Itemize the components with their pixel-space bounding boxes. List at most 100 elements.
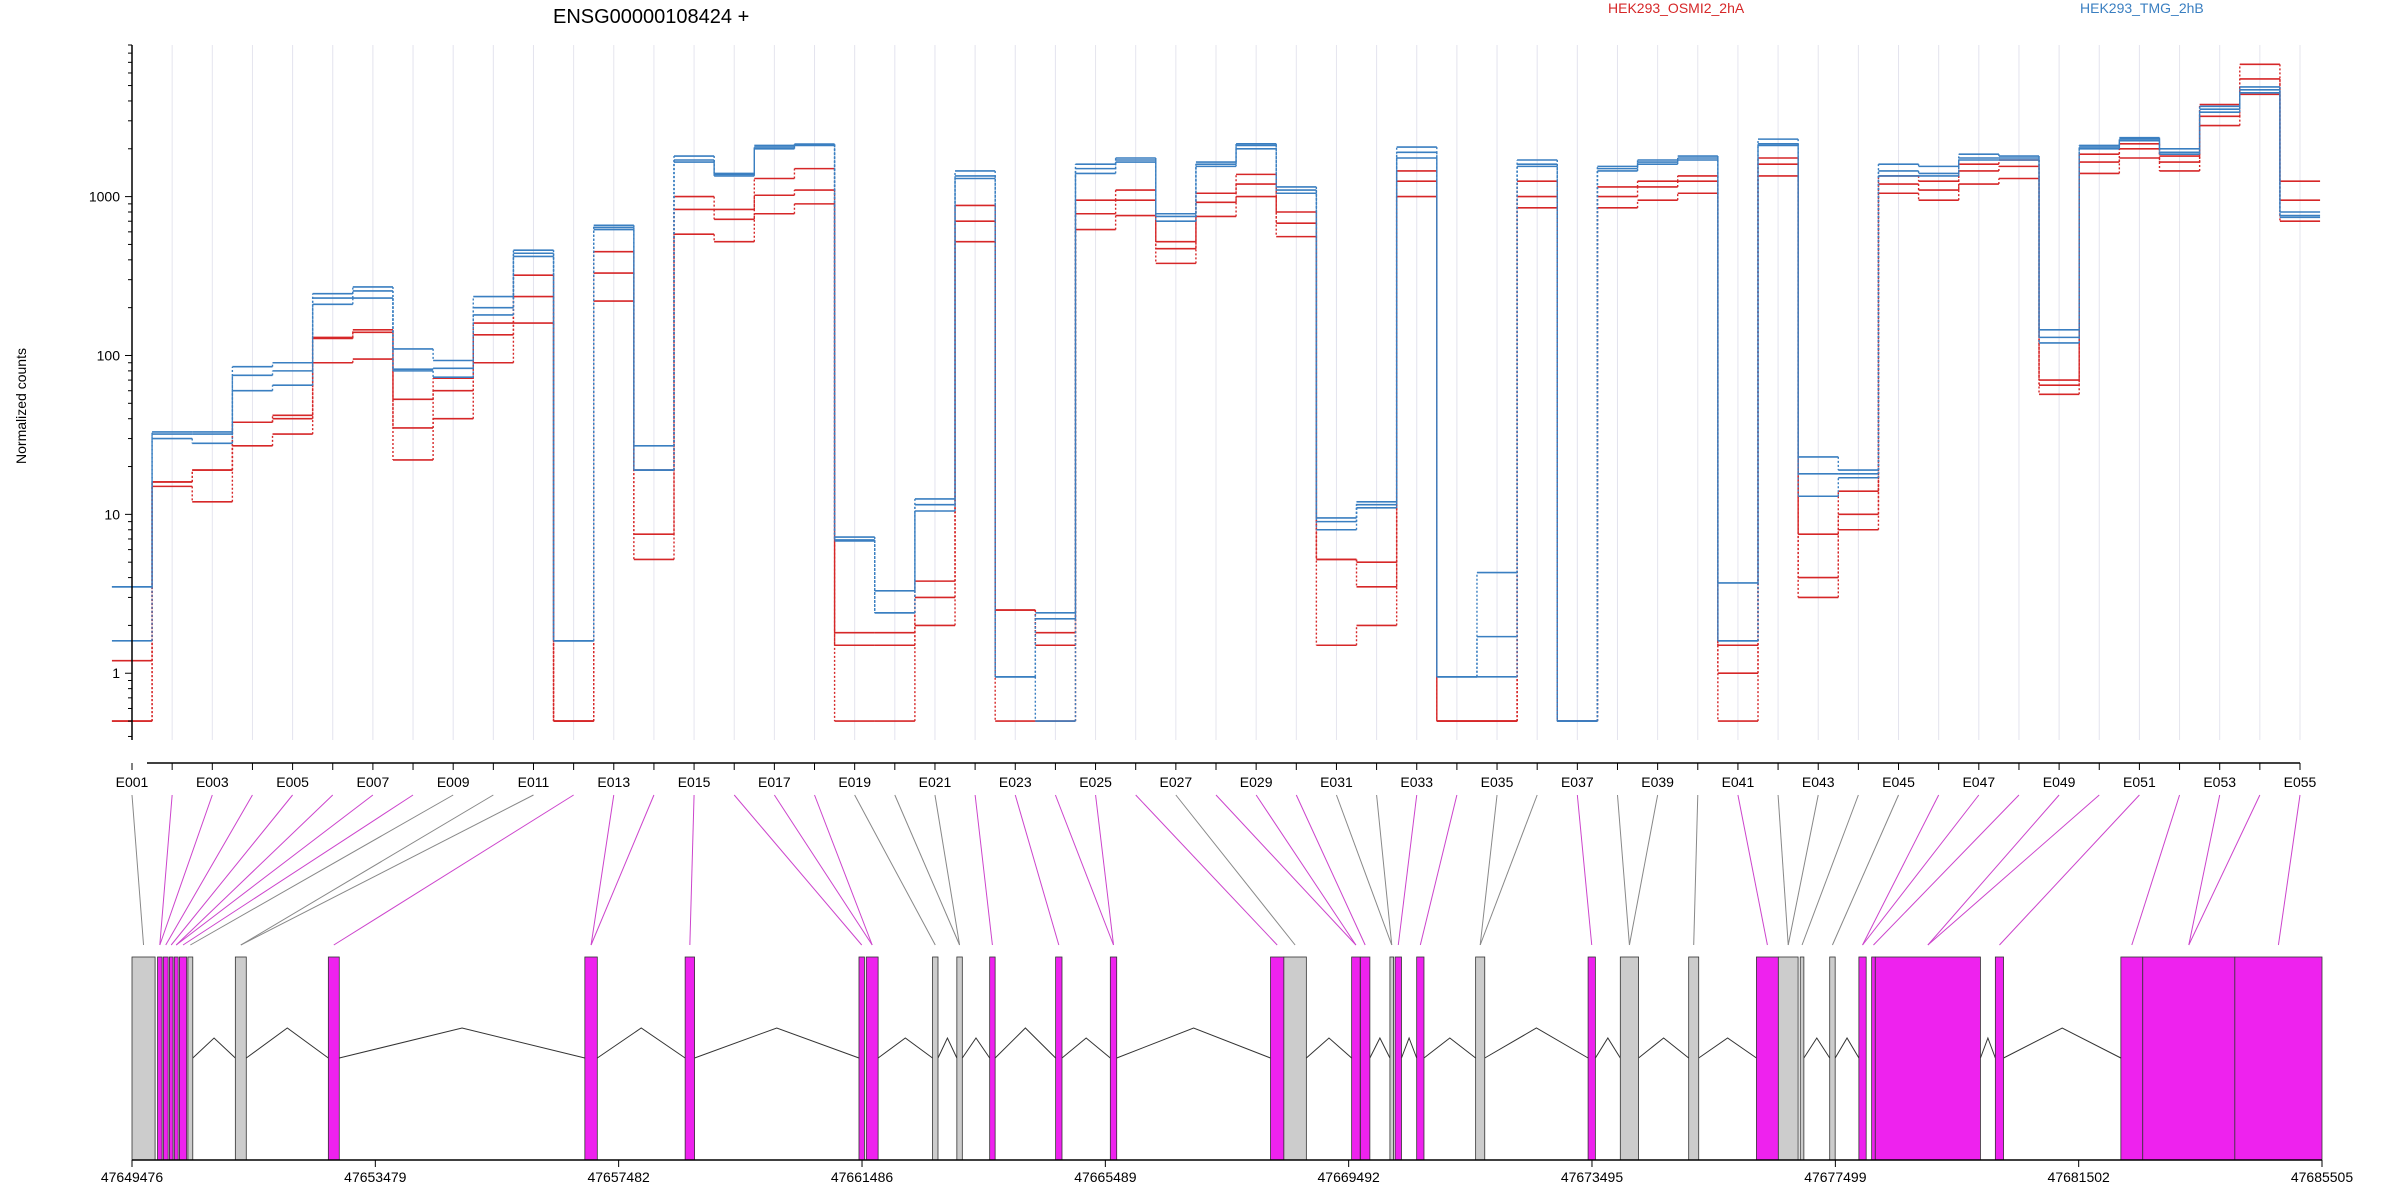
intron-line xyxy=(2003,1027,2122,1059)
exon-connector xyxy=(1014,794,1060,946)
x-tick-label: E031 xyxy=(1320,774,1353,790)
x-tick-label: E007 xyxy=(357,774,390,790)
exon-block xyxy=(1874,956,1981,1161)
x-tick-label: E023 xyxy=(999,774,1032,790)
exon-connector xyxy=(1295,794,1366,946)
exon-block xyxy=(1389,956,1394,1161)
intron-line xyxy=(694,1027,860,1059)
series-5 xyxy=(111,86,2321,722)
x-tick-label: E055 xyxy=(2284,774,2317,790)
exon-connector xyxy=(165,794,253,946)
exon-connector xyxy=(1335,794,1393,946)
exon-block xyxy=(2234,956,2323,1161)
exon-block xyxy=(2142,956,2236,1161)
exon-block xyxy=(1360,956,1371,1161)
exon-connector xyxy=(814,794,873,946)
exon-block xyxy=(131,956,156,1161)
exon-block xyxy=(1756,956,1779,1161)
exon-connector xyxy=(590,794,615,946)
x-tick-label: E047 xyxy=(1962,774,1995,790)
intron-line xyxy=(1803,1037,1831,1059)
intron-line xyxy=(597,1027,686,1059)
exon-connector xyxy=(1628,794,1659,946)
exon-connector xyxy=(1479,794,1538,946)
intron-line xyxy=(1116,1027,1271,1059)
exon-connector xyxy=(1479,794,1498,946)
exon-block xyxy=(1871,956,1876,1161)
exon-connector xyxy=(1831,794,1899,946)
exon-connector xyxy=(1255,794,1357,946)
exon-block xyxy=(865,956,879,1161)
exon-block xyxy=(1619,956,1639,1161)
intron-line xyxy=(1834,1037,1860,1059)
chart-title: ENSG00000108424 + xyxy=(553,6,749,28)
exon-connector xyxy=(1397,794,1418,946)
y-tick-label: 10 xyxy=(104,506,120,522)
exon-connector xyxy=(1787,794,1819,946)
exon-block xyxy=(327,956,340,1161)
exon-connector xyxy=(1175,794,1296,946)
exon-block xyxy=(1688,956,1700,1161)
exon-connector xyxy=(773,794,873,946)
genomic-tick-label: 47653479 xyxy=(344,1169,407,1185)
exon-connector xyxy=(159,794,213,946)
exon-block xyxy=(932,956,939,1161)
exon-block xyxy=(168,956,174,1161)
intron-line xyxy=(1401,1036,1418,1059)
exon-connector xyxy=(1419,794,1458,946)
exon-connector xyxy=(1576,794,1593,946)
genomic-tick-label: 47669492 xyxy=(1318,1169,1381,1185)
exon-connector xyxy=(1737,794,1768,946)
exon-connector xyxy=(2188,794,2261,946)
exon-block xyxy=(1270,956,1285,1161)
exon-connector xyxy=(1862,794,1980,946)
exon-connector xyxy=(2188,794,2221,946)
genomic-axis: 47649476 47653479 47657482 47661486 47665489… xyxy=(101,1159,2353,1185)
exon-connector xyxy=(894,794,961,946)
exon-block xyxy=(1109,956,1118,1161)
x-tick-label: E049 xyxy=(2043,774,2076,790)
y-tick-label: 1 xyxy=(112,665,120,681)
intron-line xyxy=(245,1027,329,1059)
exon-connector xyxy=(1862,794,1940,946)
exon-block xyxy=(1394,956,1402,1161)
genomic-tick-label: 47661486 xyxy=(831,1169,894,1185)
intron-line xyxy=(1638,1037,1689,1059)
x-tick-label: E005 xyxy=(276,774,309,790)
exon-connector xyxy=(974,794,993,946)
exon-connector xyxy=(159,794,173,946)
intron-line xyxy=(1306,1037,1352,1059)
exon-connector xyxy=(240,794,494,946)
genomic-tick-label: 47681502 xyxy=(2048,1169,2111,1185)
exon-connector xyxy=(131,794,145,946)
exon-block xyxy=(1858,956,1867,1161)
intron-line xyxy=(1423,1037,1476,1059)
exon-track xyxy=(131,956,2323,1161)
exon-connector xyxy=(1999,794,2140,946)
intron-line xyxy=(1979,1036,1996,1059)
exon-block xyxy=(956,956,963,1161)
plot-area xyxy=(111,63,2321,722)
exon-block xyxy=(1994,956,2004,1161)
exon-connector xyxy=(1054,794,1114,946)
exon-connector xyxy=(2277,794,2301,946)
intron-line xyxy=(1698,1037,1757,1059)
x-tick-label: E053 xyxy=(2203,774,2236,790)
intron-line xyxy=(1484,1027,1589,1059)
exon-block xyxy=(584,956,598,1161)
exon-block xyxy=(179,956,188,1161)
exon-connector xyxy=(854,794,936,946)
y-axis-label: Normalized counts xyxy=(13,348,29,464)
exon-block xyxy=(1799,956,1805,1161)
x-tick-label: E035 xyxy=(1481,774,1514,790)
legend-entry-group-b: HEK293_TMG_2hB xyxy=(2080,0,2204,16)
x-tick-label: E015 xyxy=(678,774,711,790)
exon-connector xyxy=(1927,794,2100,946)
exon-block xyxy=(157,956,163,1161)
exon-connector xyxy=(240,794,534,946)
x-tick-label: E001 xyxy=(116,774,149,790)
x-tick-label: E021 xyxy=(919,774,952,790)
intron-line xyxy=(937,1036,958,1059)
intron-line xyxy=(877,1037,933,1059)
grid xyxy=(131,45,2301,740)
